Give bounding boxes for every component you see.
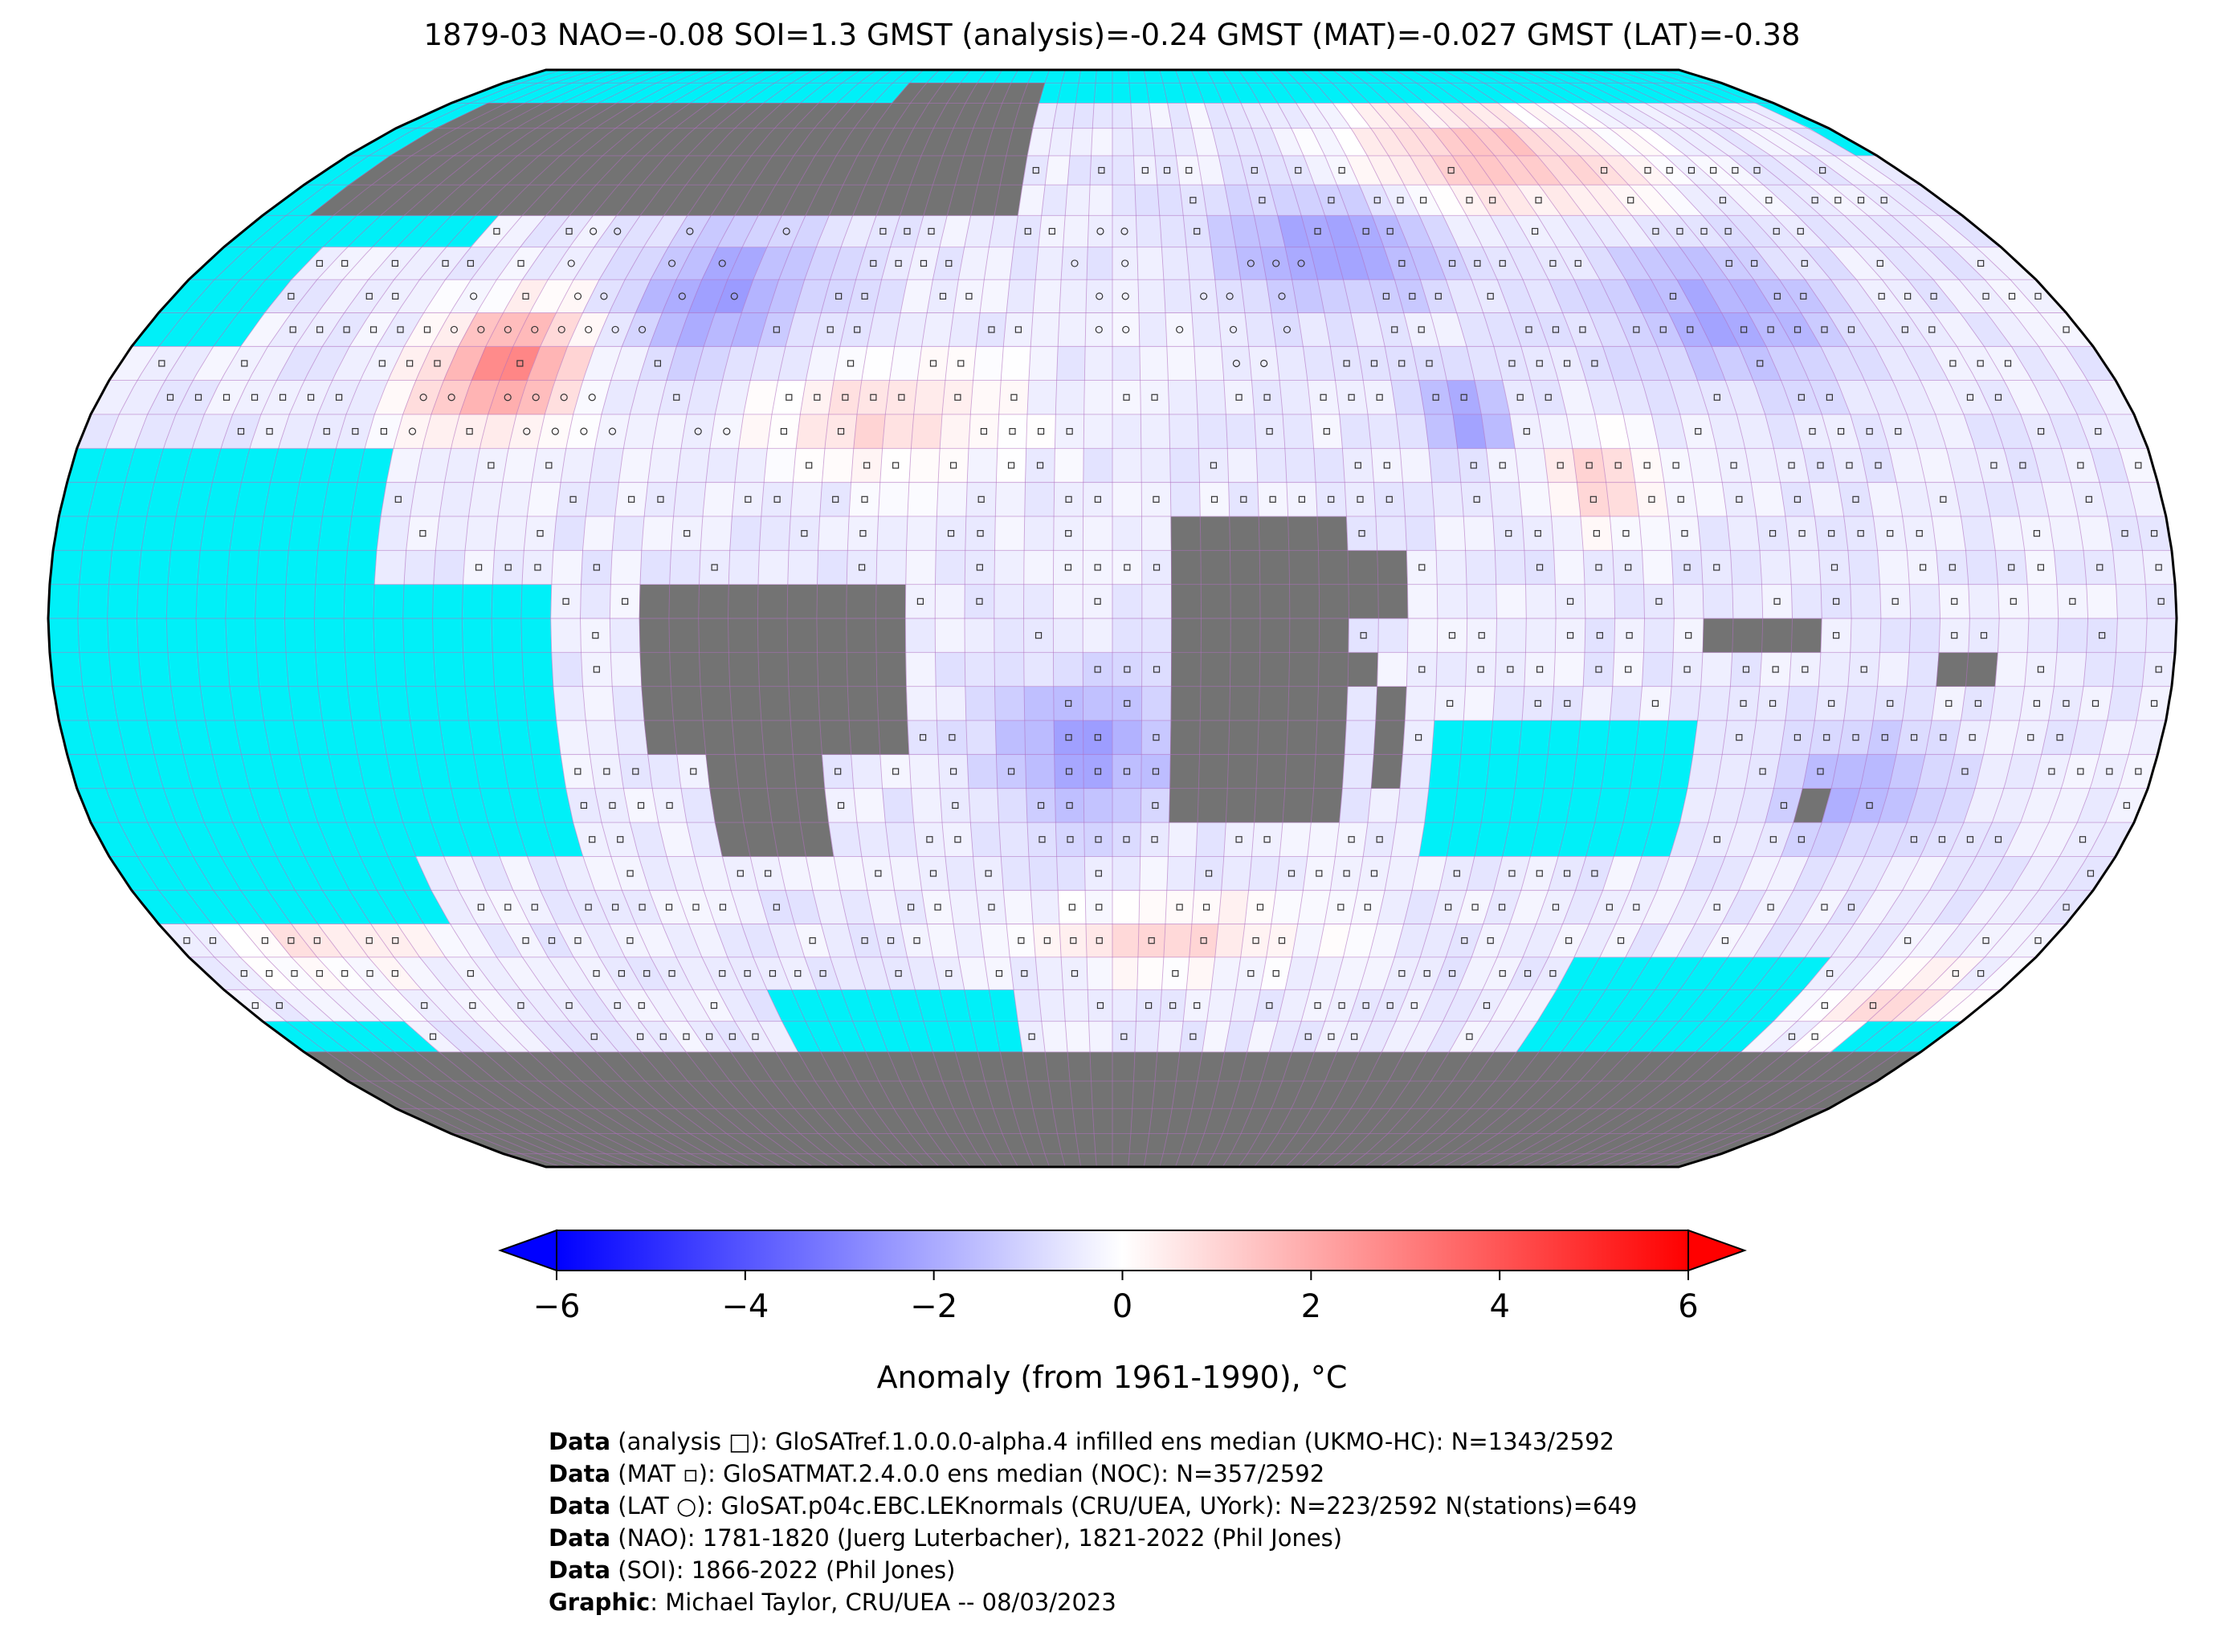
credit-line-soi: Data (SOI): 1866-2022 (Phil Jones) — [549, 1556, 956, 1584]
colorbar-tick-label: 0 — [1112, 1288, 1132, 1325]
colorbar-label: Anomaly (from 1961-1990), °C — [876, 1360, 1348, 1395]
world-anomaly-map — [47, 68, 2178, 1169]
colorbar-tick-label: −2 — [910, 1288, 957, 1325]
credits-block: Data (analysis □): GloSATref.1.0.0.0-alp… — [549, 1426, 1637, 1618]
credit-line-nao: Data (NAO): 1781-1820 (Juerg Luterbacher… — [549, 1524, 1343, 1552]
colorbar-extend-low-arrow — [498, 1229, 557, 1272]
colorbar-tick-label: 6 — [1678, 1288, 1698, 1325]
credit-line-lat: Data (LAT ○): GloSAT.p04c.EBC.LEKnormals… — [549, 1492, 1638, 1519]
colorbar-tick-label: −6 — [533, 1288, 581, 1325]
colorbar-extend-high-arrow — [1687, 1229, 1747, 1272]
colorbar-tick-label: 2 — [1301, 1288, 1321, 1325]
credit-line-analysis: Data (analysis □): GloSATref.1.0.0.0-alp… — [549, 1428, 1615, 1455]
credit-line-graphic: Graphic: Michael Taylor, CRU/UEA -- 08/0… — [549, 1589, 1116, 1616]
colorbar: −6 −4 −2 0 2 4 6 — [498, 1229, 1747, 1325]
colorbar-tick-label: −4 — [721, 1288, 769, 1325]
colorbar-tick-label: 4 — [1489, 1288, 1509, 1325]
credit-line-mat: Data (MAT ▫): GloSATMAT.2.4.0.0 ens medi… — [549, 1460, 1325, 1487]
page-title: 1879-03 NAO=-0.08 SOI=1.3 GMST (analysis… — [423, 18, 1801, 52]
colorbar-gradient — [556, 1230, 1689, 1271]
